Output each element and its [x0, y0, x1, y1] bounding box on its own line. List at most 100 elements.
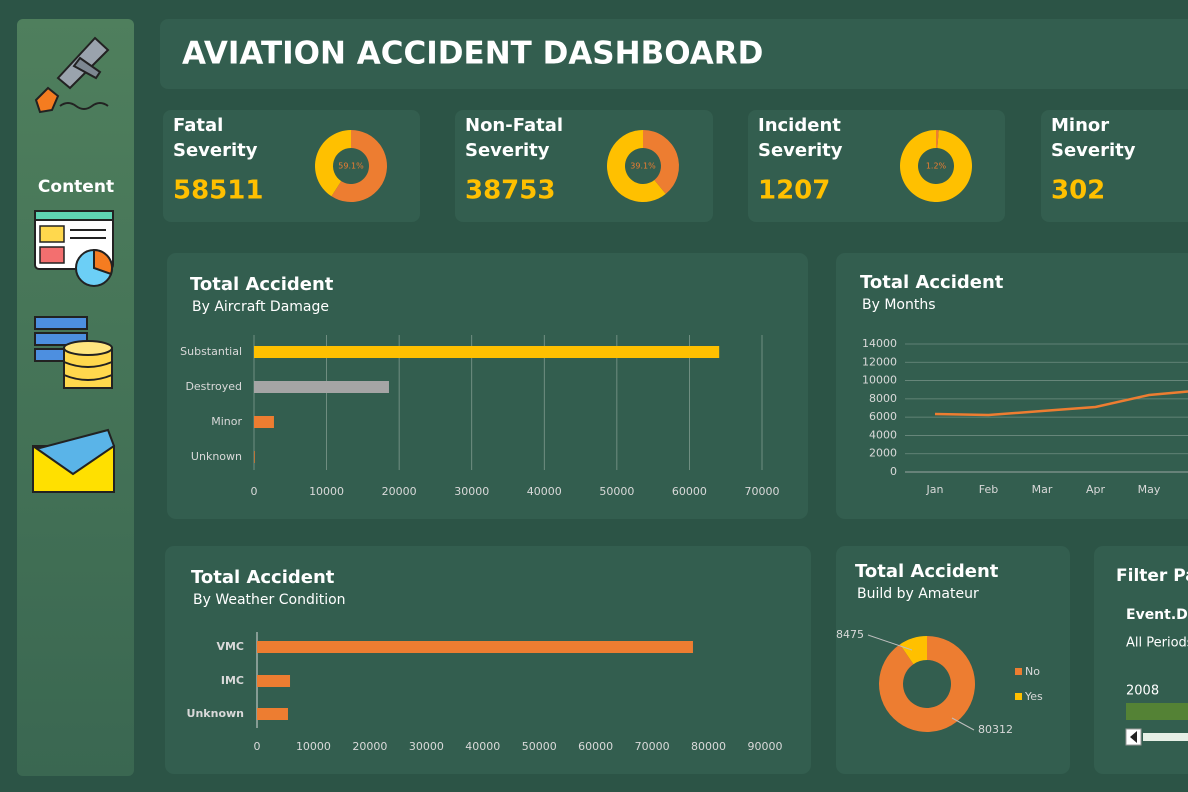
kpi-value: 38753	[465, 176, 555, 206]
x-tick-label: 60000	[578, 740, 613, 753]
x-tick-label: Apr	[1086, 483, 1106, 496]
filter-panel: Filter Panel Event.Date All Periods 2008	[1116, 566, 1188, 746]
chart-subtitle: By Aircraft Damage	[192, 299, 329, 315]
x-tick-label: Feb	[979, 483, 998, 496]
donut-rest	[315, 130, 351, 197]
mail-icon[interactable]	[32, 428, 116, 493]
x-tick-label: May	[1138, 483, 1161, 496]
x-tick-label: 50000	[599, 485, 634, 498]
kpi-card	[1041, 110, 1188, 222]
donut-slice	[879, 636, 975, 732]
y-tick-label: 14000	[862, 337, 897, 350]
plane-icon	[34, 36, 110, 114]
filter-field: Event.Date	[1126, 607, 1188, 623]
y-tick-label: 6000	[869, 410, 897, 423]
y-tick-label: 8000	[869, 392, 897, 405]
kpi-value: 1207	[758, 176, 830, 206]
line	[934, 390, 1188, 417]
report-icon[interactable]	[34, 210, 114, 287]
timeline-scroll[interactable]	[1143, 733, 1188, 741]
x-tick-label: 20000	[352, 740, 387, 753]
donut-slice	[643, 130, 679, 194]
donut-label: 39.1%	[630, 162, 656, 171]
database-icon[interactable]	[34, 316, 113, 389]
y-tick-label: 4000	[869, 428, 897, 441]
x-tick-label: 30000	[454, 485, 489, 498]
category-label: VMC	[216, 640, 244, 653]
legend-label: No	[1025, 665, 1040, 678]
chart-subtitle: By Weather Condition	[193, 592, 346, 608]
filter-title: Filter Panel	[1116, 566, 1188, 586]
category-label: Unknown	[187, 707, 244, 720]
kpi-title: Minor Severity	[1051, 115, 1136, 161]
filter-year: 2008	[1126, 684, 1159, 699]
legend-label: Yes	[1024, 690, 1043, 703]
donut-label: 1.2%	[926, 162, 947, 171]
y-tick-label: 10000	[862, 374, 897, 387]
x-tick-label: 40000	[465, 740, 500, 753]
card	[165, 546, 811, 774]
x-tick-label: Mar	[1032, 483, 1053, 496]
chart-title: Total Accident	[191, 567, 335, 588]
x-tick-label: 20000	[382, 485, 417, 498]
category-label: IMC	[221, 674, 244, 687]
leader-line	[951, 717, 975, 731]
chart-title: Total Accident	[855, 561, 999, 582]
y-tick-label: 12000	[862, 355, 897, 368]
x-tick-label: 80000	[691, 740, 726, 753]
bar	[254, 416, 274, 428]
sidebar-label: Content	[38, 177, 114, 197]
x-tick-label: 50000	[522, 740, 557, 753]
category-label: Substantial	[180, 345, 242, 358]
x-tick-label: 70000	[745, 485, 780, 498]
header-card	[160, 19, 1188, 89]
category-label: Unknown	[191, 450, 242, 463]
x-tick-label: 10000	[309, 485, 344, 498]
x-tick-label: Jan	[926, 483, 944, 496]
chart-subtitle: By Months	[862, 297, 936, 313]
timeline-bar[interactable]	[1126, 703, 1188, 720]
x-tick-label: 70000	[635, 740, 670, 753]
legend-swatch	[1015, 668, 1022, 675]
card	[167, 253, 808, 519]
x-tick-label: 90000	[748, 740, 783, 753]
data-label: 8475	[836, 628, 864, 641]
donut-rest	[900, 130, 973, 202]
bar	[254, 346, 720, 358]
card	[836, 253, 1188, 519]
donut-rest	[607, 130, 666, 202]
donut-slice	[899, 636, 927, 665]
arrow-glyph	[1130, 731, 1137, 743]
y-tick-label: 2000	[869, 447, 897, 460]
donut-slice	[936, 130, 939, 149]
x-tick-label: 30000	[409, 740, 444, 753]
filter-period: All Periods	[1126, 636, 1188, 651]
sidebar	[17, 19, 134, 776]
kpi-title: Incident Severity	[758, 115, 847, 161]
data-label: 80312	[978, 723, 1013, 736]
y-tick-label: 0	[890, 465, 897, 478]
x-tick-label: 40000	[527, 485, 562, 498]
legend-swatch	[1015, 693, 1022, 700]
chart-title: Total Accident	[860, 272, 1004, 293]
bar	[254, 451, 255, 463]
bar	[257, 641, 693, 653]
category-label: Minor	[211, 415, 242, 428]
x-tick-label: 0	[251, 485, 258, 498]
chart-title: Total Accident	[190, 274, 334, 295]
category-label: Destroyed	[185, 380, 242, 393]
header-title: AVIATION ACCIDENT DASHBOARD	[182, 36, 763, 72]
bar	[254, 381, 389, 393]
chart-subtitle: Build by Amateur	[857, 586, 979, 602]
x-tick-label: 0	[254, 740, 261, 753]
x-tick-label: 60000	[672, 485, 707, 498]
kpi-value: 302	[1051, 176, 1105, 206]
kpi-value: 58511	[173, 176, 263, 206]
bar	[257, 708, 288, 720]
kpi-title: Fatal Severity	[173, 115, 258, 161]
x-tick-label: 10000	[296, 740, 331, 753]
donut-label: 59.1%	[338, 162, 364, 171]
kpi-title: Non-Fatal Severity	[465, 115, 569, 161]
